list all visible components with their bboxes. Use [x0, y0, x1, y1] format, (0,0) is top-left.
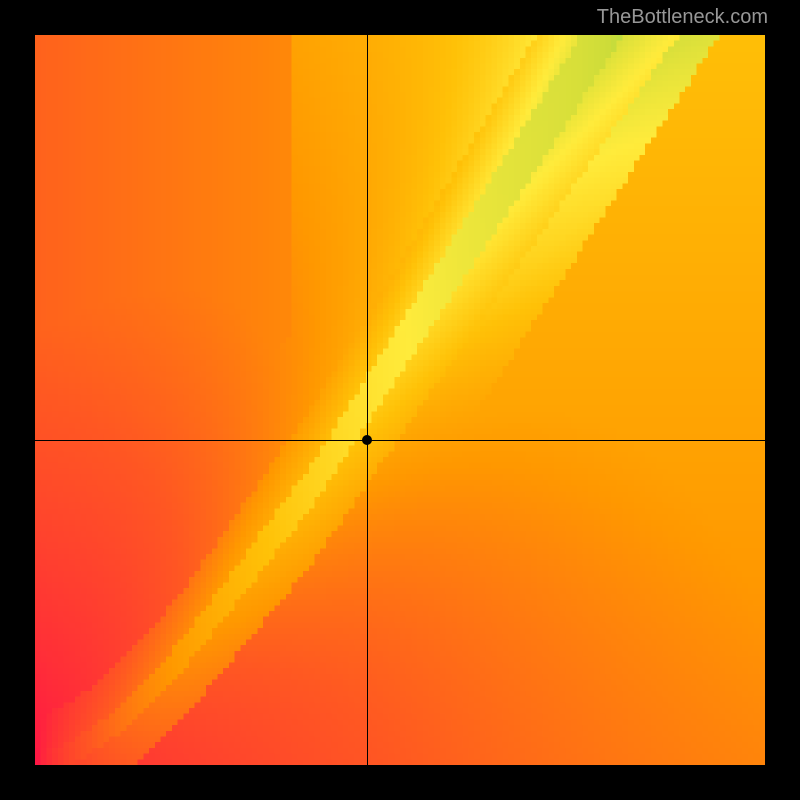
heatmap-plot — [35, 35, 765, 765]
watermark-text: TheBottleneck.com — [597, 6, 768, 29]
marker-dot — [362, 435, 372, 445]
crosshair-vertical — [367, 35, 368, 765]
heatmap-canvas — [35, 35, 765, 765]
crosshair-horizontal — [35, 440, 765, 441]
